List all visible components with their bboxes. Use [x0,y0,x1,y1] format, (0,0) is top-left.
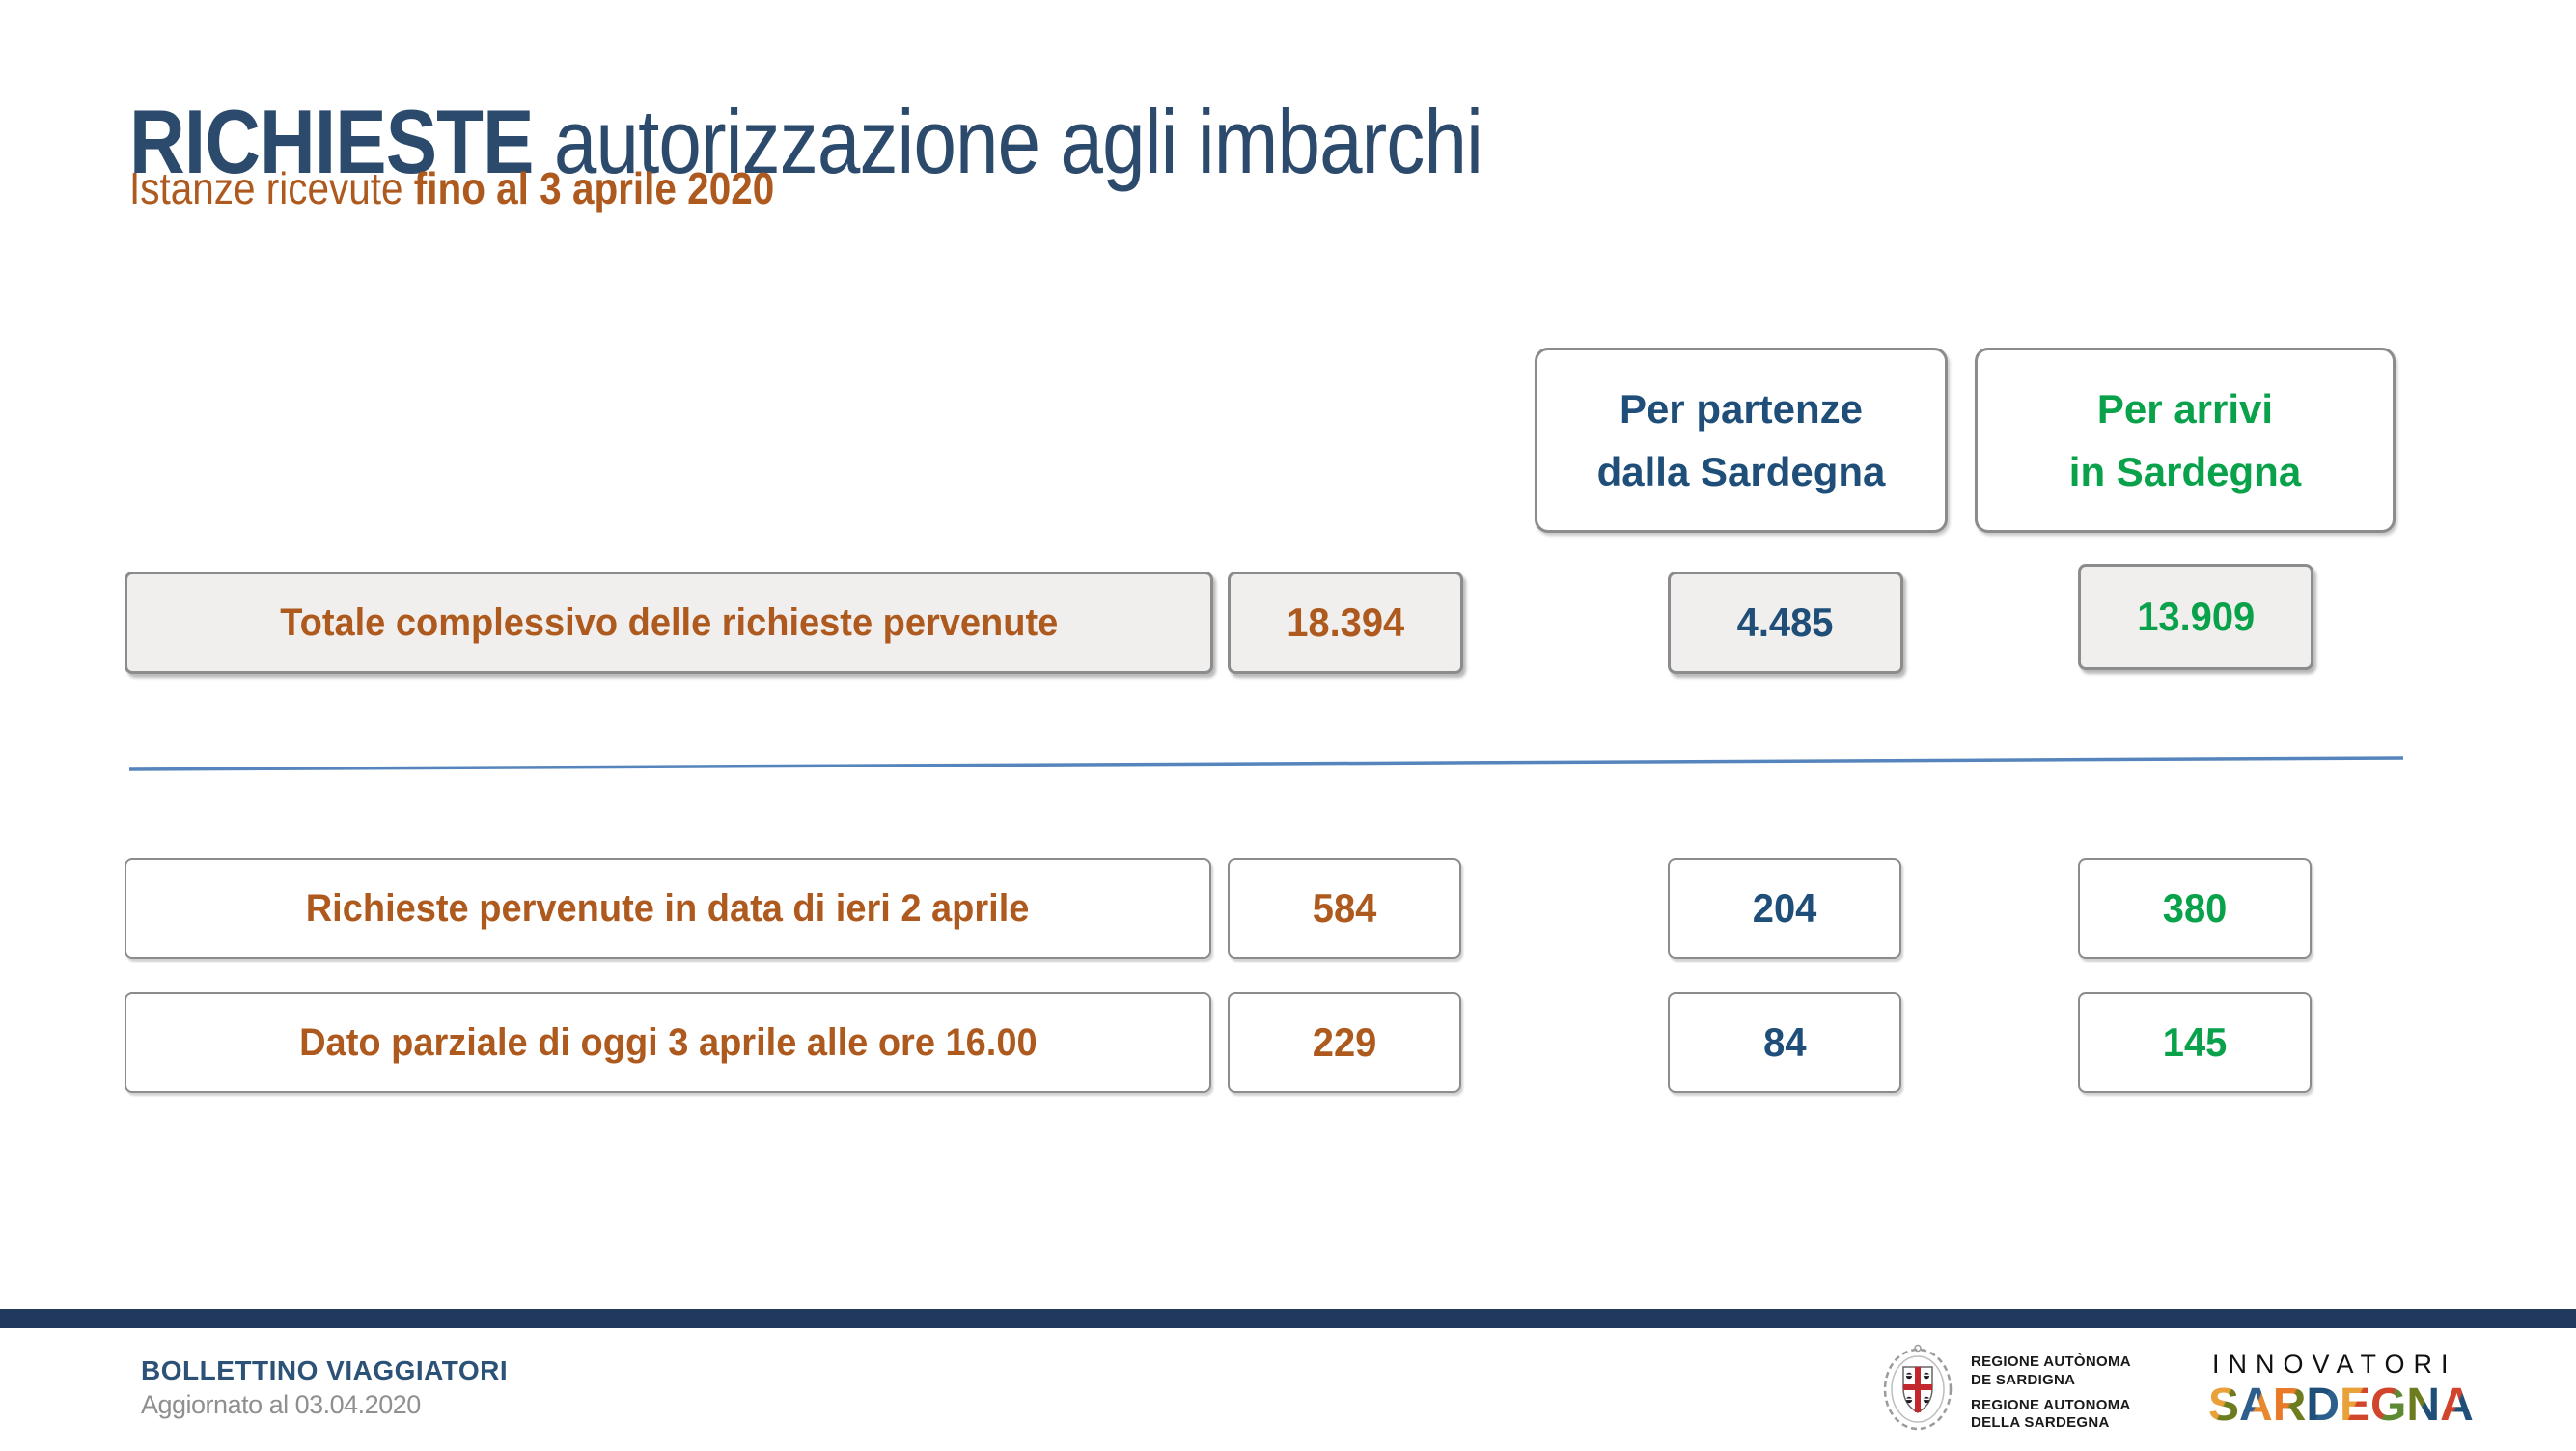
column-header-departures-line2: dalla Sardegna [1596,449,1886,494]
region-line-2: DE SARDIGNA [1971,1371,2076,1388]
region-line-1: REGIONE AUTÒNOMA [1971,1353,2131,1370]
section-divider-line [128,756,2404,771]
sardinia-coat-of-arms-icon [1883,1344,1953,1431]
row-yesterday-label: Richieste pervenute in data di ieri 2 ap… [125,858,1211,959]
row-yesterday-value-arrivals-text: 380 [2162,885,2228,931]
column-header-departures: Per partenze dalla Sardegna [1535,348,1948,533]
row-total-value-overall: 18.394 [1228,572,1463,674]
row-today-partial-value-departures: 84 [1668,992,1901,1093]
region-line-4: DELLA SARDEGNA [1971,1414,2110,1432]
row-total-label: Totale complessivo delle richieste perve… [125,572,1213,674]
row-today-partial-value-overall: 229 [1228,992,1461,1093]
row-total-label-text: Totale complessivo delle richieste perve… [279,600,1059,644]
row-today-partial-value-departures-text: 84 [1762,1019,1807,1065]
row-yesterday-value-overall-text: 584 [1312,885,1377,931]
region-autonomous-label: REGIONE AUTÒNOMA DE SARDIGNA REGIONE AUT… [1971,1353,2131,1433]
sardegna-letter: G [2370,1380,2407,1431]
column-header-arrivals: Per arrivi in Sardegna [1975,348,2396,533]
row-yesterday-value-departures: 204 [1668,858,1901,959]
row-total-value-arrivals-text: 13.909 [2136,594,2256,639]
sardegna-letter: D [2306,1380,2341,1431]
row-total-value-departures: 4.485 [1668,572,1903,674]
row-yesterday-value-overall: 584 [1228,858,1461,959]
page-subtitle: Istanze ricevute fino al 3 aprile 2020 [129,162,774,214]
sardegna-letter: N [2406,1380,2441,1431]
row-today-partial-value-arrivals: 145 [2078,992,2312,1093]
row-yesterday-value-arrivals: 380 [2078,858,2312,959]
row-total-value-arrivals: 13.909 [2078,564,2313,670]
sardegna-letter: A [2440,1380,2474,1431]
column-header-arrivals-line2: in Sardegna [2068,449,2302,494]
row-yesterday-label-text: Richieste pervenute in data di ieri 2 ap… [306,886,1030,930]
row-today-partial-value-overall-text: 229 [1312,1019,1377,1065]
sardegna-letter: S [2208,1380,2240,1431]
row-today-partial-label: Dato parziale di oggi 3 aprile alle ore … [125,992,1211,1093]
sardegna-letter: R [2272,1380,2307,1431]
sardegna-letter: E [2340,1380,2371,1431]
sardegna-multicolor-logo: SARDEGNA [2208,1379,2474,1432]
row-total-value-departures-text: 4.485 [1737,600,1834,645]
innovatori-logo-text: INNOVATORI [2212,1350,2457,1379]
page-title: RICHIESTE autorizzazione agli imbarchi [129,90,1483,194]
page-title-rest: autorizzazione agli imbarchi [533,90,1483,192]
bulletin-title: BOLLETTINO VIAGGIATORI [141,1355,509,1385]
row-today-partial-value-arrivals-text: 145 [2162,1019,2228,1065]
region-line-3: REGIONE AUTONOMA [1971,1396,2131,1413]
column-header-departures-line1: Per partenze [1619,385,1864,432]
page-subtitle-regular: Istanze ricevute [129,163,414,213]
sardegna-letter: A [2239,1380,2273,1431]
column-header-arrivals-line1: Per arrivi [2096,385,2274,432]
row-yesterday-value-departures-text: 204 [1752,885,1817,931]
row-total-value-overall-text: 18.394 [1286,600,1405,645]
footer-bar [0,1309,2576,1328]
row-today-partial-label-text: Dato parziale di oggi 3 aprile alle ore … [298,1020,1038,1064]
page-title-bold: RICHIESTE [129,90,534,192]
page-subtitle-bold: fino al 3 aprile 2020 [413,163,775,213]
updated-date: Aggiornato al 03.04.2020 [141,1390,421,1419]
